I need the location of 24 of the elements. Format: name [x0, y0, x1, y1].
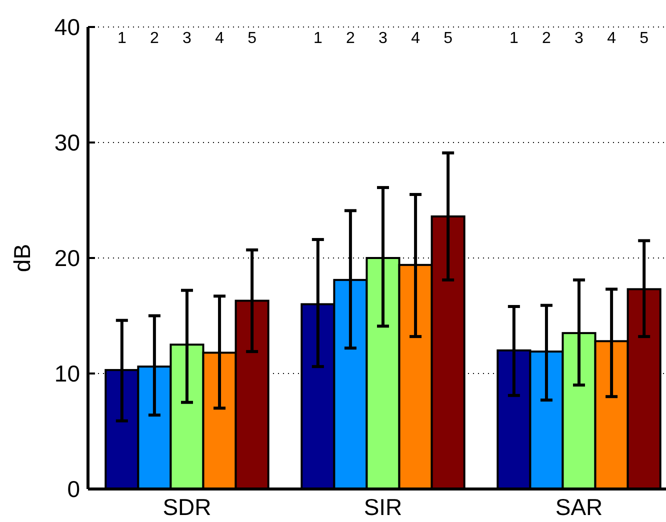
y-axis-title: dB	[9, 244, 35, 272]
annotation: 2	[542, 30, 552, 47]
annotation: 4	[411, 30, 420, 47]
annotation: 1	[509, 30, 518, 47]
x-tick-label: SAR	[555, 494, 603, 520]
annotation: 3	[378, 30, 388, 47]
annotation: 2	[150, 30, 159, 47]
y-tick-label: 10	[54, 360, 80, 387]
annotation: 4	[215, 30, 224, 47]
annotation: 1	[313, 30, 322, 47]
annotation: 1	[117, 30, 126, 47]
y-tick-label: 30	[54, 130, 80, 156]
y-tick-label: 0	[67, 476, 80, 502]
annotation: 5	[640, 30, 649, 47]
y-tick-label: 40	[54, 14, 80, 40]
annotation: 5	[248, 30, 257, 47]
annotation: 2	[346, 30, 356, 47]
annotation: 3	[182, 30, 192, 47]
y-tick-label: 20	[54, 245, 80, 272]
annotation: 4	[607, 30, 616, 47]
annotation: 5	[444, 30, 453, 47]
x-tick-label: SIR	[364, 494, 402, 520]
annotation: 3	[574, 30, 584, 47]
x-tick-label: SDR	[162, 494, 212, 520]
